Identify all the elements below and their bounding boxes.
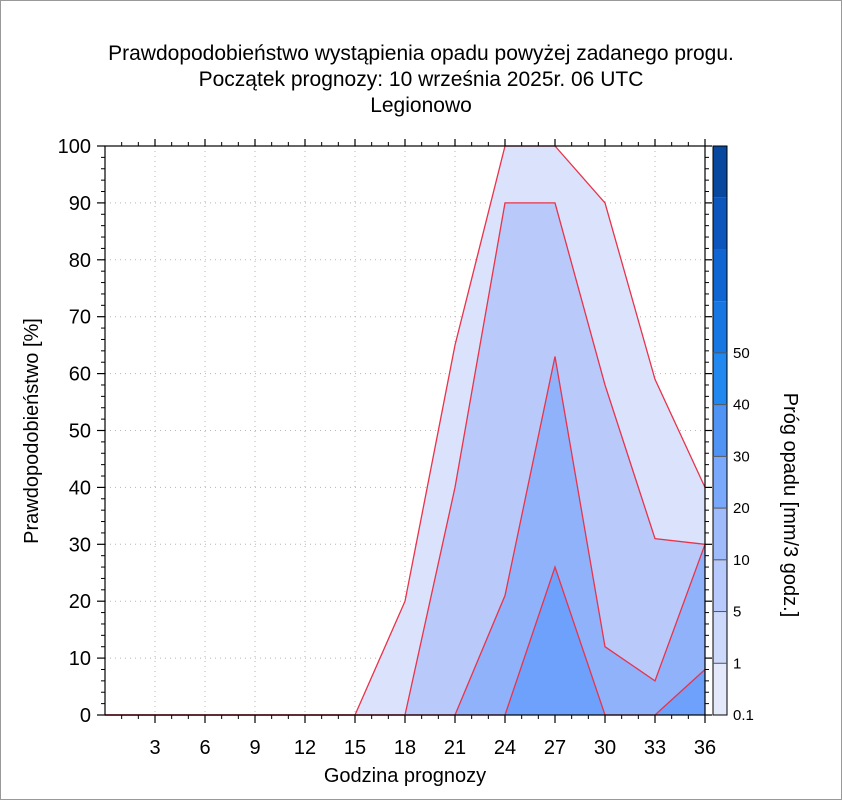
x-tick-label: 15 — [344, 737, 366, 759]
chart-subtitle: Początek prognozy: 10 września 2025r. 06… — [198, 68, 644, 91]
location-title: Legionowo — [370, 94, 472, 117]
x-tick-label: 21 — [444, 737, 466, 759]
colorbar-segment — [713, 249, 727, 302]
colorbar-segment — [713, 197, 727, 250]
x-tick-label: 33 — [644, 737, 666, 759]
colorbar-tick-label: 30 — [733, 448, 750, 465]
colorbar-segment — [713, 404, 727, 457]
colorbar-tick-label: 5 — [733, 604, 741, 621]
y-tick-label: 100 — [58, 136, 91, 158]
colorbar-segment — [713, 663, 727, 715]
y-axis-label: Prawdopodobieństwo [%] — [21, 318, 43, 544]
y-tick-label: 60 — [69, 364, 91, 386]
x-tick-label: 6 — [199, 737, 210, 759]
y-tick-label: 80 — [69, 250, 91, 272]
y-tick-label: 40 — [69, 477, 91, 499]
band-10 — [105, 567, 705, 715]
y-tick-label: 10 — [69, 648, 91, 670]
colorbar-label: Próg opadu [mm/3 godz.] — [779, 393, 801, 618]
x-tick-label: 27 — [544, 737, 566, 759]
x-tick-label: 12 — [294, 737, 316, 759]
colorbar-tick-label: 50 — [733, 345, 750, 362]
chart-title: Prawdopodobieństwo wystąpienia opadu pow… — [108, 42, 734, 65]
x-tick-label: 9 — [249, 737, 260, 759]
colorbar-tick-label: 20 — [733, 500, 750, 517]
colorbar-segment — [713, 301, 727, 353]
colorbar-segment — [713, 456, 727, 509]
y-tick-label: 50 — [69, 421, 91, 443]
colorbar-tick-label: 40 — [733, 397, 750, 414]
x-axis-label: Godzina prognozy — [324, 765, 486, 787]
colorbar-tick-label: 1 — [733, 655, 741, 672]
y-tick-label: 90 — [69, 193, 91, 215]
y-tick-label: 30 — [69, 534, 91, 556]
colorbar-segment — [713, 559, 727, 612]
colorbar-tick-label: 0.1 — [733, 707, 754, 724]
x-tick-label: 36 — [694, 737, 716, 759]
colorbar-segment — [713, 508, 727, 560]
x-tick-label: 3 — [149, 737, 160, 759]
y-tick-label: 20 — [69, 591, 91, 613]
colorbar-segment — [713, 146, 727, 198]
colorbar-segment — [713, 352, 727, 405]
y-tick-label: 0 — [80, 705, 91, 727]
colorbar: 0.1 1 5 10 20 30 40 50 — [712, 145, 754, 724]
y-tick-label: 70 — [69, 307, 91, 329]
x-tick-label: 30 — [594, 737, 616, 759]
x-tick-label: 24 — [494, 737, 516, 759]
x-tick-label: 18 — [394, 737, 416, 759]
colorbar-segment — [713, 611, 727, 664]
colorbar-border — [712, 145, 728, 716]
colorbar-tick-label: 10 — [733, 552, 750, 569]
